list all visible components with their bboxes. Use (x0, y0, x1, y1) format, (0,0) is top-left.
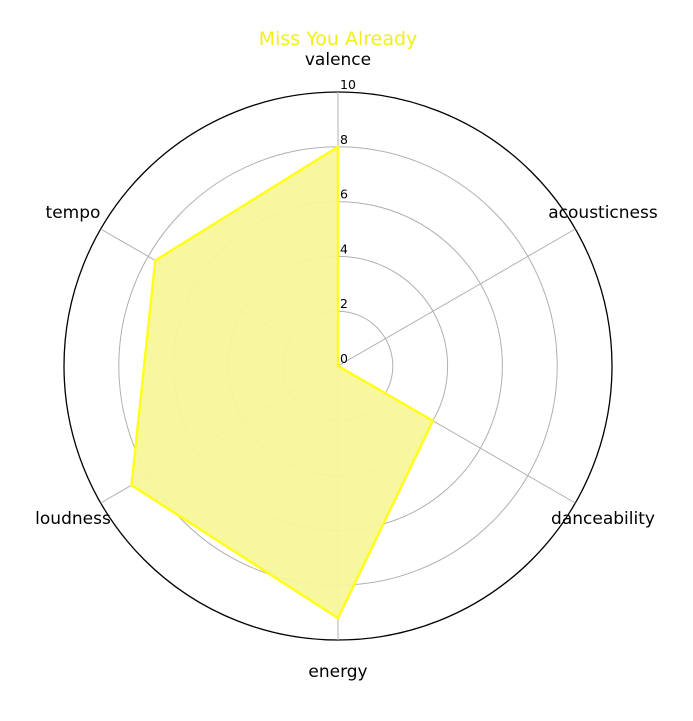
tick-label-8: 8 (340, 132, 348, 147)
axis-label-energy: energy (308, 662, 367, 682)
spoke-acousticness (337, 228, 576, 367)
tick-label-4: 4 (340, 241, 348, 256)
axis-label-acousticness: acousticness (548, 203, 658, 223)
chart-title: Miss You Already (259, 28, 418, 50)
axis-label-loudness: loudness (35, 509, 111, 529)
axis-label-valence: valence (305, 50, 371, 70)
tick-label-2: 2 (340, 296, 348, 311)
tick-label-10: 10 (340, 77, 356, 92)
radial-tick-labels: 0 2 4 6 8 10 (340, 77, 356, 366)
tick-label-0: 0 (340, 351, 348, 366)
axis-labels: valence acousticness danceability energy lou… (35, 50, 658, 682)
axis-label-tempo: tempo (46, 203, 101, 223)
tick-label-6: 6 (340, 187, 348, 202)
axis-label-danceability: danceability (551, 509, 655, 529)
radar-series-layer (130, 145, 435, 620)
